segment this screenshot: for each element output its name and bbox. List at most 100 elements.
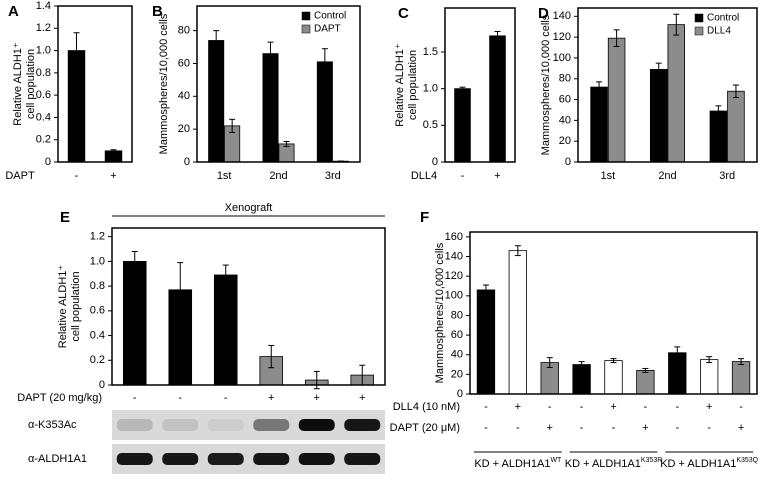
blot-band xyxy=(344,419,381,431)
error-bar xyxy=(268,344,275,369)
group-name: KD + ALDH1A1 xyxy=(660,458,736,470)
bar xyxy=(104,150,123,163)
error-bar xyxy=(110,149,117,153)
row-value: + xyxy=(706,401,712,413)
row-value: - xyxy=(484,401,488,413)
bar xyxy=(607,37,626,163)
panel-letter: E xyxy=(60,209,70,226)
y-tick-label: 80 xyxy=(451,309,463,321)
bar xyxy=(727,90,745,163)
blot-background xyxy=(112,444,385,474)
panel-letter: D xyxy=(538,5,549,22)
y-tick-label: 0 xyxy=(565,156,571,168)
error-bar xyxy=(321,48,328,76)
panel-a: A Relative ALDH1⁺ cell population 0 0.2 0.4 0.… xyxy=(5,0,133,182)
error-bar xyxy=(610,358,617,364)
x-axis-label: DAPT xyxy=(5,170,35,182)
y-tick-label: 80 xyxy=(559,73,571,85)
row-value: - xyxy=(178,392,182,404)
row-value: - xyxy=(224,392,228,404)
blot-label: α-ALDH1A1 xyxy=(28,453,87,465)
error-bar xyxy=(177,262,184,318)
panel-f: F Mammospheres/10,000 cells 0 20 40 60 80 100 12… xyxy=(390,209,759,470)
plot-frame xyxy=(444,7,516,163)
panel-letter: B xyxy=(152,3,163,20)
y-tick-label: 160 xyxy=(445,231,463,243)
row-value: - xyxy=(133,392,137,404)
error-bar xyxy=(738,358,745,366)
row-value: + xyxy=(314,392,320,404)
row-label: DAPT (20 mg/kg) xyxy=(17,392,102,404)
y-tick-label: 40 xyxy=(451,349,463,361)
bar xyxy=(649,68,668,163)
error-bar xyxy=(131,250,138,272)
y-tick-label: 0.8 xyxy=(36,67,51,79)
blot-band xyxy=(298,453,335,465)
error-bar xyxy=(673,13,680,36)
y-axis-label: Relative ALDH1⁺ xyxy=(57,265,69,349)
y-tick-label: 140 xyxy=(553,10,571,22)
group-label: KD + ALDH1A1K353R xyxy=(565,457,663,470)
row-value: - xyxy=(580,422,584,434)
error-bar xyxy=(514,245,521,257)
error-bar xyxy=(482,284,489,296)
bar xyxy=(709,110,728,163)
group-superscript: K353Q xyxy=(736,457,758,464)
row-value: + xyxy=(268,392,274,404)
group-name: KD + ALDH1A1 xyxy=(474,458,550,470)
bar xyxy=(699,359,719,395)
bar xyxy=(476,289,496,395)
panel-letter: C xyxy=(398,5,409,22)
y-tick-label: 0.4 xyxy=(36,111,51,123)
y-tick-label: 0.2 xyxy=(36,134,51,146)
error-bar xyxy=(596,81,603,93)
y-tick-label: 40 xyxy=(559,114,571,126)
x-axis-label: DLL4 xyxy=(411,170,437,182)
bar xyxy=(604,360,623,395)
y-tick-label: 0.4 xyxy=(90,329,105,341)
plot-frame xyxy=(111,227,386,386)
y-axis-label: cell population xyxy=(407,50,419,120)
y-tick-label: 20 xyxy=(178,123,190,135)
y-tick-label: 20 xyxy=(559,135,571,147)
y-axis-label: Relative ALDH1⁺ xyxy=(394,43,406,127)
x-tick-label: + xyxy=(110,170,116,182)
legend-swatch xyxy=(301,11,311,21)
y-axis-label: cell population xyxy=(70,271,82,341)
error-bar xyxy=(715,105,722,117)
x-tick-label: 1st xyxy=(600,170,615,182)
row-value: + xyxy=(515,401,521,413)
y-tick-label: 1.0 xyxy=(36,44,51,56)
blot-band xyxy=(162,453,199,465)
error-bar xyxy=(283,140,290,147)
y-tick-label: 1.4 xyxy=(36,0,51,12)
y-tick-label: 0 xyxy=(99,379,105,391)
error-bar xyxy=(642,367,649,373)
error-bar xyxy=(546,357,553,368)
error-bar xyxy=(213,30,220,51)
bar xyxy=(590,86,608,163)
blot-band xyxy=(344,453,381,465)
y-tick-label: 60 xyxy=(451,329,463,341)
y-tick-label: 0.2 xyxy=(90,354,105,366)
y-tick-label: 120 xyxy=(553,31,571,43)
error-bar xyxy=(222,264,229,286)
x-tick-label: 3rd xyxy=(719,170,735,182)
legend-swatch xyxy=(301,24,311,34)
error-bar xyxy=(229,118,236,133)
row-value: + xyxy=(610,401,616,413)
y-tick-label: 1.5 xyxy=(423,46,438,58)
blot-band xyxy=(116,453,153,465)
error-bar xyxy=(613,29,620,47)
plot-frame xyxy=(577,7,758,163)
row-value: - xyxy=(644,401,648,413)
row-label: DAPT (20 μM) xyxy=(390,422,460,434)
error-bar xyxy=(313,370,320,390)
row-value: + xyxy=(642,422,648,434)
bar xyxy=(262,53,279,163)
plot-frame xyxy=(57,5,133,163)
blot-band xyxy=(207,453,244,465)
row-value: - xyxy=(612,422,616,434)
row-value: - xyxy=(739,401,743,413)
group-label: KD + ALDH1A1K353Q xyxy=(660,457,758,470)
